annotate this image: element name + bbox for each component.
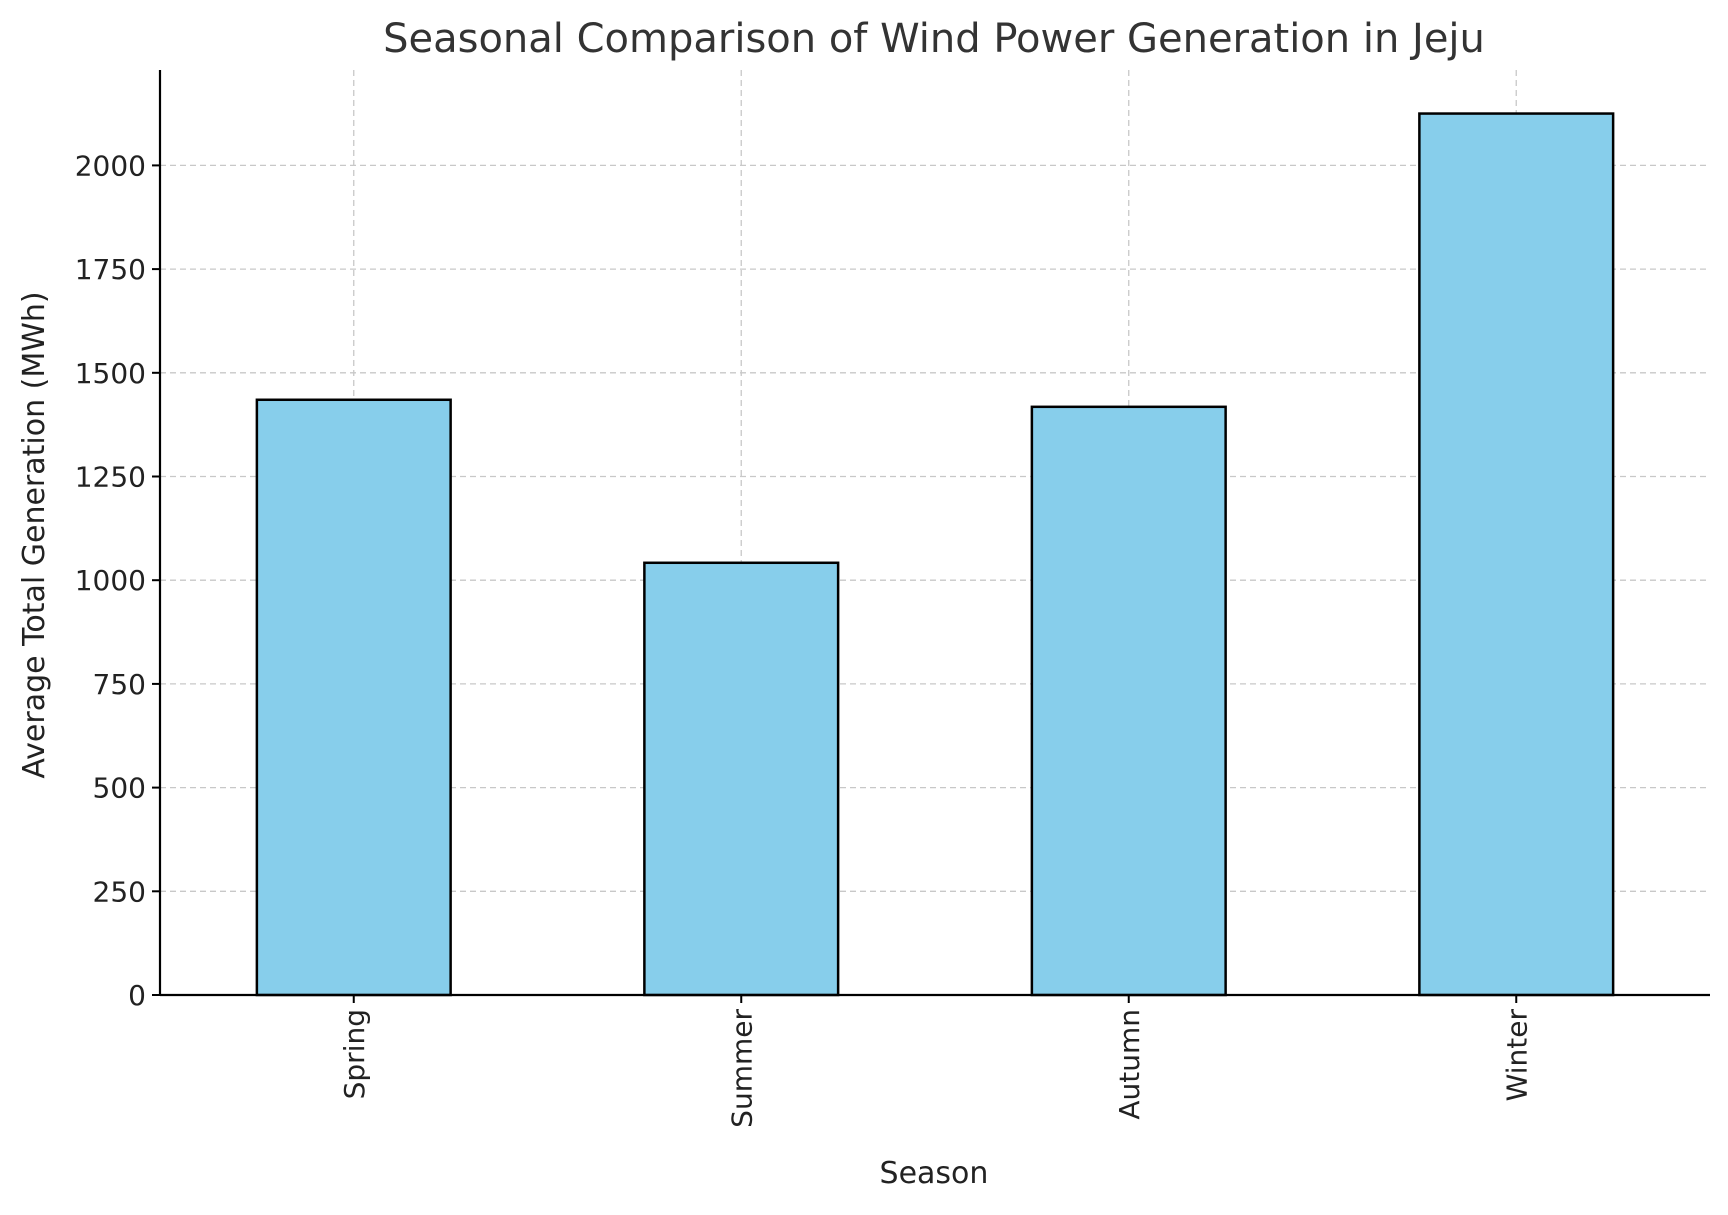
y-tick-label: 1750: [75, 253, 146, 286]
bar-winter: [1418, 112, 1615, 997]
y-tick-label: 0: [128, 979, 146, 1012]
y-tick-label: 250: [93, 875, 146, 908]
axes: [152, 70, 1710, 1003]
y-axis-label: Average Total Generation (MWh): [17, 291, 52, 778]
y-tick-label: 2000: [75, 149, 146, 182]
chart-title: Seasonal Comparison of Wind Power Genera…: [383, 16, 1485, 62]
y-tick-label: 1250: [75, 461, 146, 494]
bar-summer: [643, 561, 840, 997]
x-tick-label: Autumn: [1113, 1009, 1146, 1120]
x-tick-label: Spring: [338, 1009, 371, 1099]
y-tick-label: 1500: [75, 357, 146, 390]
x-tick-label: Winter: [1500, 1009, 1533, 1102]
y-tick-label: 500: [93, 772, 146, 805]
bar-spring: [255, 398, 452, 997]
tick-labels: 0 250 500 750 1000 1250 1500 1750 2000 Spring Summ…: [75, 149, 1534, 1127]
y-tick-label: 750: [93, 668, 146, 701]
y-tick-label: 1000: [75, 564, 146, 597]
x-tick-label: Summer: [725, 1009, 758, 1128]
bars: [255, 112, 1615, 997]
bar-autumn: [1030, 405, 1227, 997]
x-axis-label: Season: [880, 1156, 989, 1191]
